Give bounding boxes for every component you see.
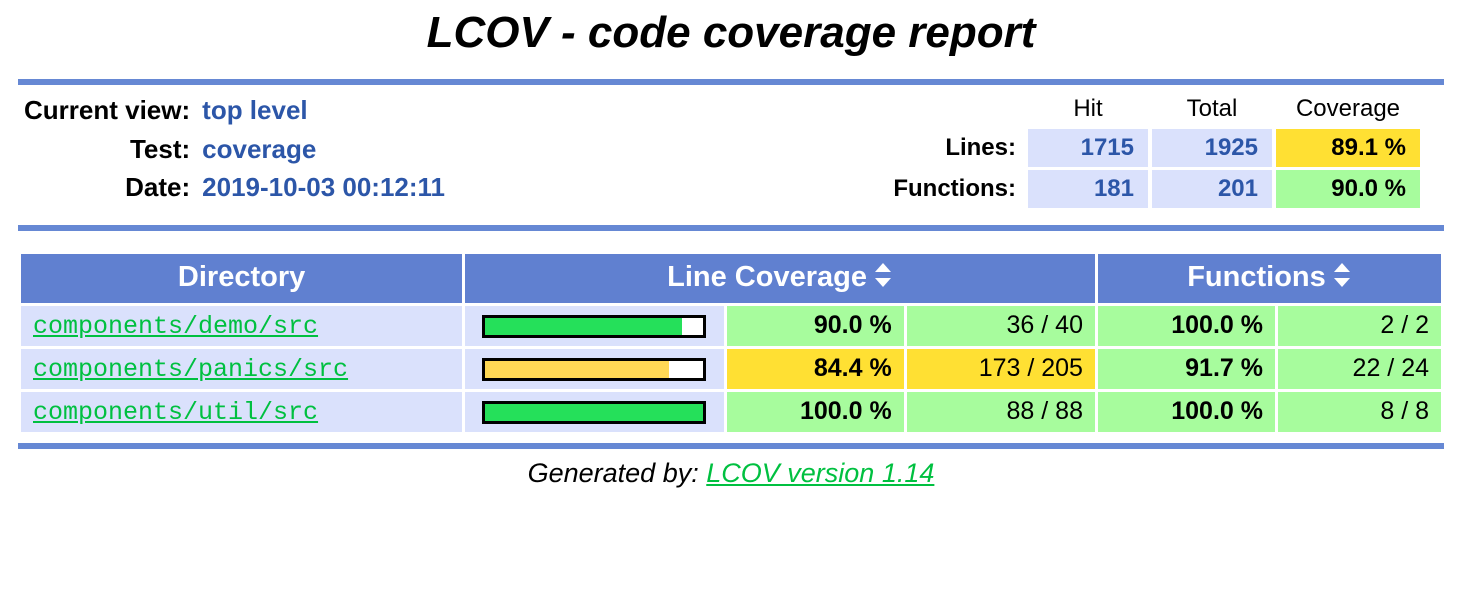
top-divider <box>18 78 1444 85</box>
summary-functions-total: 201 <box>1152 169 1272 208</box>
metadata-table: Current view: top level Test: coverage D… <box>24 91 445 208</box>
coverage-table-container: Directory Line Coverage Functions compon… <box>0 231 1462 435</box>
line-coverage-bar <box>482 400 707 424</box>
metadata-value-current-view: top level <box>202 94 308 125</box>
row-line-coverage-hits: 36 / 40 <box>906 305 1095 346</box>
column-header-functions[interactable]: Functions <box>1097 253 1441 303</box>
row-directory-cell[interactable]: components/util/src <box>21 391 463 432</box>
row-directory-cell[interactable]: components/demo/src <box>21 305 463 346</box>
summary-functions-coverage: 90.0 % <box>1276 169 1420 208</box>
summary-header-row: Hit Total Coverage <box>892 94 1420 126</box>
sort-updown-icon[interactable] <box>1332 262 1352 288</box>
row-line-coverage-percent: 100.0 % <box>726 391 904 432</box>
coverage-table: Directory Line Coverage Functions compon… <box>18 251 1444 435</box>
summary-lines-coverage: 89.1 % <box>1276 128 1420 167</box>
sort-updown-icon[interactable] <box>873 262 893 288</box>
metadata-row-test: Test: coverage <box>24 130 445 169</box>
summary-lines-hit: 1715 <box>1028 128 1148 167</box>
row-line-coverage-bar-cell <box>465 391 724 432</box>
summary-stats: Hit Total Coverage Lines: 1715 1925 89.1… <box>888 91 1444 211</box>
page-header: LCOV - code coverage report <box>0 0 1462 65</box>
directory-link[interactable]: components/demo/src <box>33 311 319 341</box>
column-header-line-coverage-label: Line Coverage <box>667 260 867 293</box>
row-directory-cell[interactable]: components/panics/src <box>21 348 463 389</box>
footer-divider <box>18 442 1444 449</box>
row-line-coverage-hits: 173 / 205 <box>906 348 1095 389</box>
coverage-table-header-row: Directory Line Coverage Functions <box>21 253 1441 303</box>
line-coverage-bar-fill <box>485 317 682 335</box>
row-line-coverage-bar-cell <box>465 305 724 346</box>
summary-lines-total: 1925 <box>1152 128 1272 167</box>
middle-divider <box>18 224 1444 231</box>
line-coverage-bar-fill <box>485 360 670 378</box>
summary-column-hit: Hit <box>1073 94 1103 122</box>
row-functions-percent: 100.0 % <box>1097 305 1275 346</box>
footer-prefix: Generated by: <box>527 457 699 488</box>
row-line-coverage-hits: 88 / 88 <box>906 391 1095 432</box>
summary-label-functions: Functions: <box>893 174 1016 202</box>
line-coverage-bar <box>482 357 707 381</box>
directory-link[interactable]: components/panics/src <box>33 354 349 384</box>
column-header-directory[interactable]: Directory <box>21 253 463 303</box>
column-header-functions-label: Functions <box>1187 260 1326 293</box>
metadata-label-current-view: Current view: <box>24 94 191 125</box>
metadata-label-date: Date: <box>125 172 191 203</box>
table-row: components/demo/src 90.0 % 36 / 40 100.0… <box>21 305 1441 346</box>
metadata-row-date: Date: 2019-10-03 00:12:11 <box>24 168 445 207</box>
lcov-version-link[interactable]: LCOV version 1.14 <box>706 457 935 488</box>
report-info-band: Current view: top level Test: coverage D… <box>0 85 1462 215</box>
table-row: components/util/src 100.0 % 88 / 88 100.… <box>21 391 1441 432</box>
column-header-line-coverage[interactable]: Line Coverage <box>465 253 1095 303</box>
row-functions-hits: 22 / 24 <box>1277 348 1441 389</box>
column-header-directory-label: Directory <box>177 260 306 293</box>
row-functions-percent: 91.7 % <box>1097 348 1275 389</box>
row-line-coverage-bar-cell <box>465 348 724 389</box>
row-line-coverage-percent: 84.4 % <box>726 348 904 389</box>
table-row: components/panics/src 84.4 % 173 / 205 9… <box>21 348 1441 389</box>
row-functions-hits: 2 / 2 <box>1277 305 1441 346</box>
summary-column-total: Total <box>1186 94 1238 122</box>
metadata-value-test: coverage <box>202 133 317 164</box>
page-footer: Generated by: LCOV version 1.14 <box>0 449 1462 489</box>
metadata-label-test: Test: <box>129 133 191 164</box>
summary-corner-cell <box>892 94 1024 126</box>
row-line-coverage-percent: 90.0 % <box>726 305 904 346</box>
row-functions-percent: 100.0 % <box>1097 391 1275 432</box>
summary-row-functions: Functions: 181 201 90.0 % <box>892 169 1420 208</box>
directory-link[interactable]: components/util/src <box>33 397 319 427</box>
line-coverage-bar <box>482 314 707 338</box>
summary-stats-table: Hit Total Coverage Lines: 1715 1925 89.1… <box>888 91 1424 211</box>
report-metadata: Current view: top level Test: coverage D… <box>24 91 445 208</box>
metadata-row-current-view: Current view: top level <box>24 91 445 130</box>
summary-label-lines: Lines: <box>945 133 1016 161</box>
metadata-value-date: 2019-10-03 00:12:11 <box>202 172 446 203</box>
summary-column-coverage: Coverage <box>1295 94 1401 122</box>
summary-functions-hit: 181 <box>1028 169 1148 208</box>
page-title: LCOV - code coverage report <box>426 8 1036 57</box>
line-coverage-bar-fill <box>485 403 704 421</box>
row-functions-hits: 8 / 8 <box>1277 391 1441 432</box>
summary-row-lines: Lines: 1715 1925 89.1 % <box>892 128 1420 167</box>
